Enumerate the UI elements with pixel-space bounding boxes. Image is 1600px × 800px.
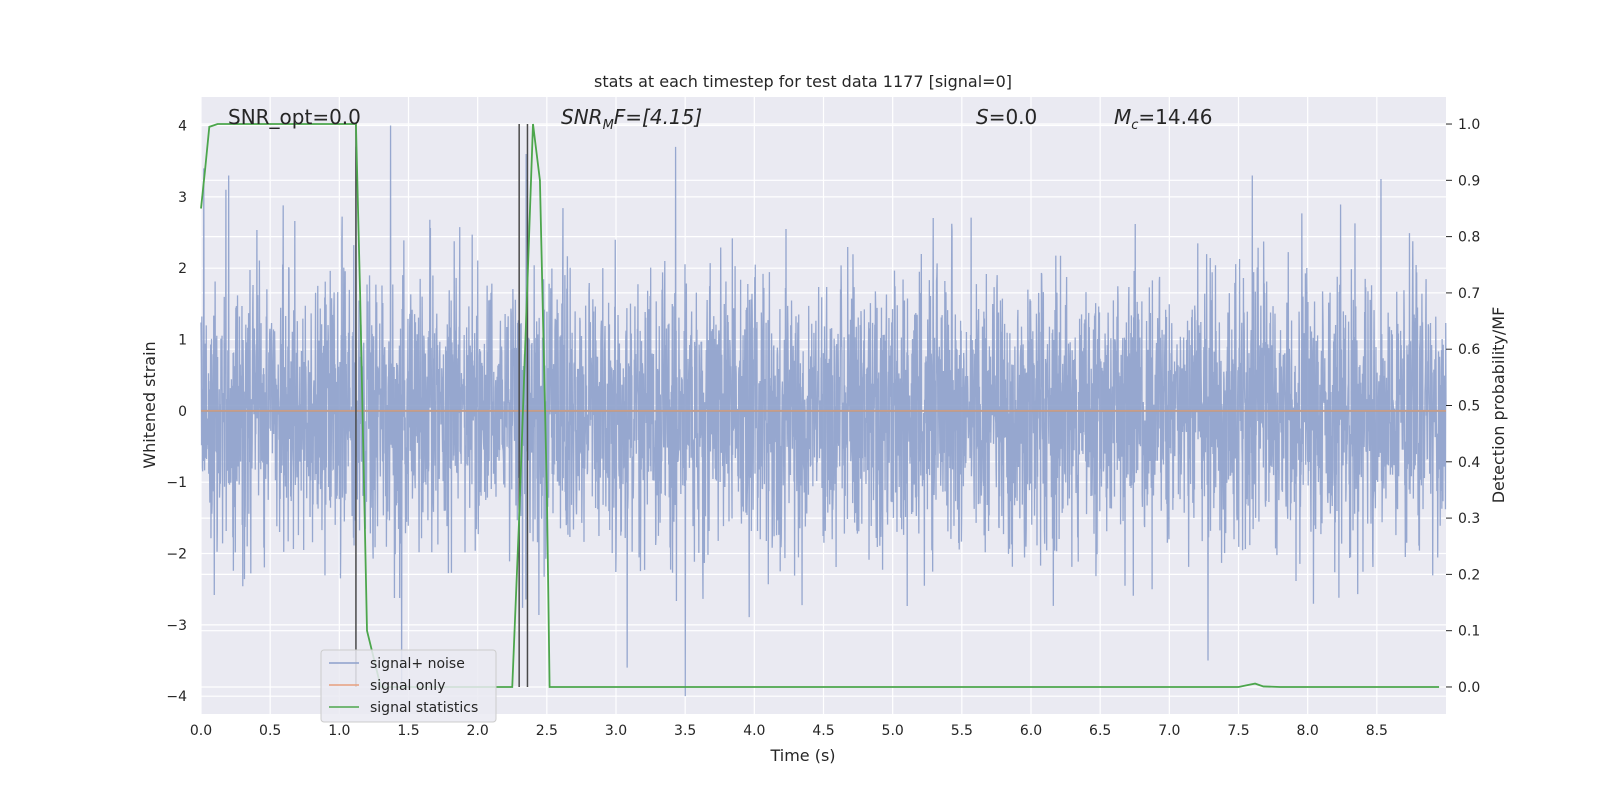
x-tick-label: 7.0 [1158,723,1180,739]
x-tick-label: 6.0 [1020,723,1042,739]
y2-tick-label: 0.4 [1458,455,1480,471]
x-tick-label: 0.0 [190,723,212,739]
annotation-mc-value: =14.46 [1138,105,1212,129]
y-tick-label: 2 [178,261,187,277]
annotation-s-var: S [976,105,989,129]
y2-tick-label: 0.0 [1458,680,1480,696]
series-signal-noise [200,125,1447,697]
x-tick-label: 8.5 [1366,723,1388,739]
y-axis-ticks: 4 3 2 1 0 −1 −2 −3 −4 [166,119,187,706]
y-tick-label: 0 [178,404,187,420]
y-tick-label: −4 [166,689,187,705]
y-tick-label: −2 [166,547,187,563]
annotation-snr-mf-sub: M [603,118,614,133]
x-tick-label: 8.0 [1297,723,1319,739]
vertical-markers [355,124,529,687]
chart-title: stats at each timestep for test data 117… [594,72,1012,91]
y-tick-label: −1 [166,475,187,491]
x-tick-label: 3.5 [674,723,696,739]
legend-label-signal-only: signal only [370,678,445,694]
y2-tick-label: 0.1 [1458,624,1480,640]
y2-tick-label: 0.6 [1458,342,1480,358]
y2-tick-label: 0.5 [1458,399,1480,415]
signal-noise-trace [200,125,1447,697]
x-tick-label: 2.5 [536,723,558,739]
x-axis-label: Time (s) [769,746,835,765]
signal-statistics-line [200,123,1440,688]
annotation-snr-opt: SNR_opt=0.0 [228,105,361,129]
y-tick-label: −3 [166,618,187,634]
legend-box [320,649,497,723]
x-tick-label: 0.5 [259,723,281,739]
y2-tick-label: 0.8 [1458,230,1480,246]
legend-label-signal-statistics: signal statistics [370,700,478,716]
y-tick-label: 4 [178,119,187,135]
x-tick-label: 3.0 [605,723,627,739]
legend-label-signal-noise: signal+ noise [370,656,465,672]
x-tick-label: 5.0 [882,723,904,739]
y2-tick-label: 1.0 [1458,117,1480,133]
annotation-s-value: =0.0 [989,105,1038,129]
x-tick-label: 1.5 [397,723,419,739]
y2-tick-label: 0.3 [1458,511,1480,527]
y-tick-label: 3 [178,190,187,206]
x-tick-label: 7.5 [1227,723,1249,739]
x-tick-label: 4.5 [812,723,834,739]
annotation-snr-mf-prefix: SNR [561,105,603,129]
annotation-snr-mf: SNRMF=[4.15] [561,105,702,133]
y2-tick-label: 0.2 [1458,567,1480,583]
x-tick-label: 5.5 [951,723,973,739]
x-axis-ticks: 0.0 0.5 1.0 1.5 2.0 2.5 3.0 3.5 4.0 4.5 5.0 5.5 6.0 6… [190,723,1388,739]
annotation-mc-sub: c [1131,118,1138,133]
annotation-snr-mf-suffix: F=[4.15] [614,105,702,129]
y2-tick-label: 0.7 [1458,286,1480,302]
x-tick-label: 1.0 [328,723,350,739]
y-axis-label: Whitened strain [140,341,159,468]
x-tick-label: 4.0 [743,723,765,739]
y2-axis-label: Detection probability/MF [1489,307,1508,504]
annotation-mc-var: M [1114,105,1131,129]
series-signal-statistics [200,123,1440,688]
annotation-mc: Mc=14.46 [1114,105,1212,133]
x-tick-label: 6.5 [1089,723,1111,739]
y2-axis-ticks: 1.0 0.9 0.8 0.7 0.6 0.5 0.4 0.3 0.2 0.1 0.0 [1446,117,1480,696]
annotation-s: S=0.0 [976,105,1037,129]
y-tick-label: 1 [178,333,187,349]
legend: signal+ noise signal only signal statist… [320,649,497,723]
x-tick-label: 2.0 [467,723,489,739]
y2-tick-label: 0.9 [1458,173,1480,189]
